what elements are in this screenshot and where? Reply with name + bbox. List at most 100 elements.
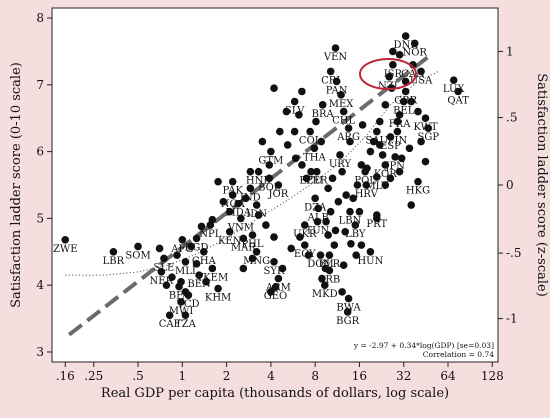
data-point <box>318 101 327 109</box>
point-label: MAR <box>231 242 256 253</box>
data-point <box>343 308 352 316</box>
data-point <box>241 194 250 203</box>
point-label: PAN <box>326 85 348 96</box>
point-label: BLR <box>319 259 341 270</box>
data-point <box>300 241 309 249</box>
point-label: BGD <box>185 242 209 253</box>
point-label: DZA <box>304 202 327 213</box>
data-point <box>283 141 292 149</box>
data-point <box>208 264 217 273</box>
x-tick-label: .5 <box>132 369 143 383</box>
data-point <box>234 199 243 208</box>
data-point <box>347 239 355 248</box>
point-label: COL <box>299 136 322 147</box>
data-point <box>312 117 320 126</box>
point-label: LBY <box>345 229 366 240</box>
y-tick-label: 6 <box>36 145 44 159</box>
data-point <box>302 174 311 183</box>
y2-tick-label: -.5 <box>506 246 522 260</box>
data-point <box>314 204 323 213</box>
data-point <box>330 241 339 249</box>
data-point <box>192 234 201 243</box>
data-point <box>332 77 341 86</box>
data-point <box>270 84 278 92</box>
point-label: GTM <box>258 156 283 167</box>
point-label: DNK <box>394 40 419 51</box>
data-point <box>271 283 280 291</box>
y2-tick-label: 0 <box>506 178 514 192</box>
data-point <box>184 291 193 300</box>
point-label: EGY <box>294 249 316 260</box>
regression-line <box>67 54 431 337</box>
x-tick-label: 1 <box>179 369 187 383</box>
data-point <box>173 251 181 259</box>
data-point <box>399 97 408 106</box>
point-label: ECU <box>299 176 322 187</box>
point-label: FRA <box>389 119 411 130</box>
point-label: BFA <box>169 291 190 302</box>
point-label: HKG <box>406 186 430 197</box>
data-point <box>134 242 142 251</box>
data-point <box>175 282 183 291</box>
point-label: BEN <box>187 279 211 290</box>
points-layer <box>61 32 462 320</box>
point-label: GHA <box>192 256 217 267</box>
data-point <box>366 147 375 156</box>
data-point <box>282 107 291 116</box>
point-label: BGR <box>336 316 360 327</box>
data-point <box>373 211 381 219</box>
data-point <box>195 271 203 279</box>
data-point <box>246 184 255 193</box>
point-label: ZWE <box>53 244 78 255</box>
point-label: BEL <box>393 106 415 117</box>
data-point <box>228 177 237 186</box>
point-label: UKR <box>293 229 317 240</box>
data-point <box>160 254 168 263</box>
data-point <box>375 141 384 149</box>
data-point <box>246 167 255 176</box>
data-point <box>385 72 394 81</box>
data-point <box>393 127 402 136</box>
data-point <box>225 207 234 216</box>
point-label: LUX <box>443 84 466 95</box>
x-tick-label: 128 <box>481 369 504 383</box>
data-point <box>339 107 348 116</box>
point-label: NGA <box>221 199 246 210</box>
point-label: IND <box>240 192 261 203</box>
data-point <box>328 174 337 183</box>
point-label: ALB <box>307 212 329 223</box>
point-label: USA <box>410 75 433 86</box>
axes-layer: .16 .25 .5 1 2 4 8 16 32 64 128 3 4 5 6 7 8 -1 -.5 0 .5 1 <box>36 11 521 383</box>
data-point <box>258 137 267 146</box>
data-point <box>417 137 425 146</box>
data-point <box>361 167 369 176</box>
x-tick-label: 8 <box>311 369 319 383</box>
point-label: SYR <box>264 266 285 277</box>
data-point <box>395 111 404 119</box>
point-label: SGP <box>417 132 439 143</box>
data-point <box>353 181 362 189</box>
point-label: ESP <box>380 141 401 152</box>
data-point <box>373 173 381 181</box>
point-label: HUN <box>357 256 383 267</box>
point-label: CAN <box>401 69 425 80</box>
point-label: IDN <box>246 209 267 220</box>
data-point <box>248 231 257 239</box>
point-label: KOR <box>374 169 397 180</box>
data-point <box>386 174 395 183</box>
data-point <box>274 274 283 283</box>
data-point <box>270 258 278 266</box>
data-point <box>276 127 284 136</box>
data-point <box>274 181 283 189</box>
data-point <box>346 207 354 216</box>
point-label: KWT <box>413 122 437 133</box>
data-point <box>414 107 422 116</box>
data-point <box>389 47 397 56</box>
x-tick-label: 4 <box>267 369 275 383</box>
data-point <box>317 137 326 146</box>
point-label: NPL <box>199 229 221 240</box>
data-point <box>290 97 299 106</box>
data-point <box>362 181 371 189</box>
point-label: PAK <box>222 186 243 197</box>
